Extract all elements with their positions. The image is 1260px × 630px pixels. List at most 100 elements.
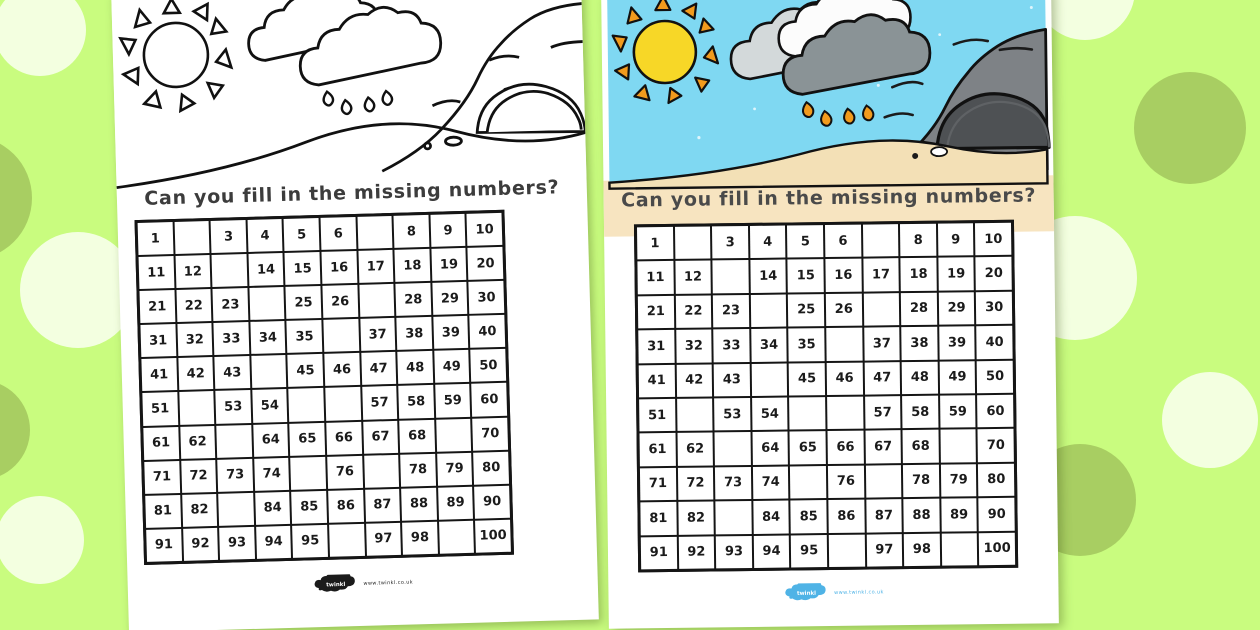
grid-cell-64[interactable]: 64	[253, 423, 289, 457]
grid-cell-38[interactable]: 38	[396, 317, 433, 351]
grid-cell-74[interactable]: 74	[752, 466, 789, 500]
hundred-square-grid[interactable]: 1 3 4 5 6 8 9 10 11 12 14 15 16 17 18 19 20 21 22 23 25 26 28 2…	[633, 219, 1019, 573]
grid-cell-34[interactable]: 34	[751, 328, 788, 362]
grid-cell-blank-12[interactable]	[712, 260, 749, 294]
grid-cell-39[interactable]: 39	[433, 316, 469, 350]
grid-cell-6[interactable]: 6	[320, 216, 357, 251]
grid-cell-16[interactable]: 16	[825, 259, 862, 292]
grid-cell-11[interactable]: 11	[138, 256, 175, 290]
grid-cell-33[interactable]: 33	[213, 322, 250, 356]
grid-cell-80[interactable]: 80	[978, 463, 1015, 497]
grid-cell-blank-1[interactable]	[174, 221, 210, 255]
grid-cell-58[interactable]: 58	[398, 385, 434, 419]
grid-cell-95[interactable]: 95	[791, 534, 828, 568]
grid-cell-blank-82[interactable]	[715, 501, 752, 535]
grid-cell-85[interactable]: 85	[790, 500, 827, 534]
grid-cell-8[interactable]: 8	[393, 214, 430, 248]
grid-cell-50[interactable]: 50	[977, 360, 1014, 394]
grid-cell-blank-76[interactable]	[363, 454, 400, 488]
grid-cell-100[interactable]: 100	[475, 519, 511, 553]
grid-cell-100[interactable]: 100	[979, 532, 1016, 566]
grid-cell-blank-43[interactable]	[751, 363, 788, 396]
grid-cell-blank-23[interactable]	[249, 287, 285, 321]
grid-cell-42[interactable]: 42	[177, 357, 214, 391]
grid-cell-1[interactable]: 1	[137, 222, 174, 256]
grid-cell-80[interactable]: 80	[473, 451, 510, 485]
grid-cell-23[interactable]: 23	[713, 294, 750, 328]
grid-cell-59[interactable]: 59	[435, 384, 471, 418]
grid-cell-8[interactable]: 8	[900, 223, 937, 257]
grid-cell-4[interactable]: 4	[247, 219, 283, 253]
grid-cell-40[interactable]: 40	[976, 325, 1013, 359]
grid-cell-31[interactable]: 31	[638, 330, 675, 363]
grid-cell-22[interactable]: 22	[176, 289, 212, 323]
grid-cell-89[interactable]: 89	[437, 486, 474, 520]
grid-cell-17[interactable]: 17	[862, 258, 899, 292]
grid-cell-blank-26[interactable]	[863, 292, 900, 326]
grid-cell-blank-74[interactable]	[290, 456, 327, 490]
grid-cell-47[interactable]: 47	[360, 352, 397, 386]
grid-cell-blank-35[interactable]	[826, 327, 863, 361]
grid-cell-blank-26[interactable]	[359, 284, 395, 318]
grid-cell-48[interactable]: 48	[397, 351, 433, 385]
grid-cell-61[interactable]: 61	[143, 426, 179, 460]
grid-cell-26[interactable]: 26	[322, 285, 358, 319]
grid-cell-28[interactable]: 28	[901, 292, 938, 326]
grid-cell-blank-82[interactable]	[218, 492, 254, 526]
grid-cell-67[interactable]: 67	[865, 430, 902, 464]
grid-cell-28[interactable]: 28	[395, 283, 432, 317]
grid-cell-blank-74[interactable]	[790, 465, 827, 499]
grid-cell-93[interactable]: 93	[219, 526, 255, 560]
grid-cell-67[interactable]: 67	[362, 420, 399, 454]
grid-cell-76[interactable]: 76	[827, 465, 864, 499]
grid-cell-43[interactable]: 43	[713, 363, 750, 397]
grid-cell-76[interactable]: 76	[327, 455, 363, 489]
grid-cell-blank-23[interactable]	[750, 294, 787, 328]
grid-cell-65[interactable]: 65	[289, 422, 326, 456]
grid-cell-blank-6[interactable]	[862, 224, 899, 257]
grid-cell-40[interactable]: 40	[469, 315, 506, 349]
grid-cell-81[interactable]: 81	[640, 502, 677, 535]
grid-cell-54[interactable]: 54	[252, 389, 288, 423]
grid-cell-blank-54[interactable]	[789, 397, 826, 430]
grid-cell-59[interactable]: 59	[939, 395, 976, 429]
grid-cell-58[interactable]: 58	[902, 395, 939, 429]
grid-cell-82[interactable]: 82	[677, 501, 714, 535]
grid-cell-31[interactable]: 31	[140, 324, 176, 358]
grid-cell-73[interactable]: 73	[715, 466, 752, 500]
grid-cell-82[interactable]: 82	[181, 493, 218, 527]
grid-cell-blank-95[interactable]	[828, 534, 865, 568]
grid-cell-blank-54[interactable]	[288, 388, 325, 422]
grid-cell-3[interactable]: 3	[712, 225, 749, 259]
grid-cell-5[interactable]: 5	[787, 225, 824, 258]
grid-cell-79[interactable]: 79	[940, 464, 977, 497]
grid-cell-86[interactable]: 86	[328, 489, 364, 523]
grid-cell-70[interactable]: 70	[472, 417, 509, 451]
grid-cell-72[interactable]: 72	[677, 467, 714, 501]
grid-cell-49[interactable]: 49	[434, 350, 470, 384]
grid-cell-34[interactable]: 34	[250, 321, 286, 355]
grid-cell-5[interactable]: 5	[283, 217, 320, 252]
grid-cell-66[interactable]: 66	[827, 430, 864, 464]
grid-cell-30[interactable]: 30	[976, 291, 1013, 325]
grid-cell-91[interactable]: 91	[640, 536, 677, 570]
grid-cell-22[interactable]: 22	[675, 295, 712, 329]
grid-cell-45[interactable]: 45	[287, 354, 324, 388]
grid-cell-blank-12[interactable]	[211, 254, 248, 288]
grid-cell-43[interactable]: 43	[214, 356, 251, 390]
grid-cell-blank-62[interactable]	[216, 424, 252, 458]
grid-cell-18[interactable]: 18	[394, 248, 431, 283]
grid-cell-21[interactable]: 21	[637, 295, 674, 329]
grid-cell-18[interactable]: 18	[900, 258, 937, 291]
grid-cell-blank-98[interactable]	[941, 532, 978, 566]
grid-cell-20[interactable]: 20	[975, 257, 1012, 291]
grid-cell-73[interactable]: 73	[217, 458, 253, 492]
grid-cell-17[interactable]: 17	[358, 250, 394, 284]
grid-cell-97[interactable]: 97	[365, 522, 402, 556]
grid-cell-blank-76[interactable]	[865, 464, 902, 498]
grid-cell-32[interactable]: 32	[177, 323, 213, 357]
grid-cell-3[interactable]: 3	[210, 220, 247, 254]
grid-cell-10[interactable]: 10	[975, 222, 1012, 256]
grid-cell-71[interactable]: 71	[639, 467, 676, 501]
twinkl-logo[interactable]: twinkl	[783, 583, 829, 604]
